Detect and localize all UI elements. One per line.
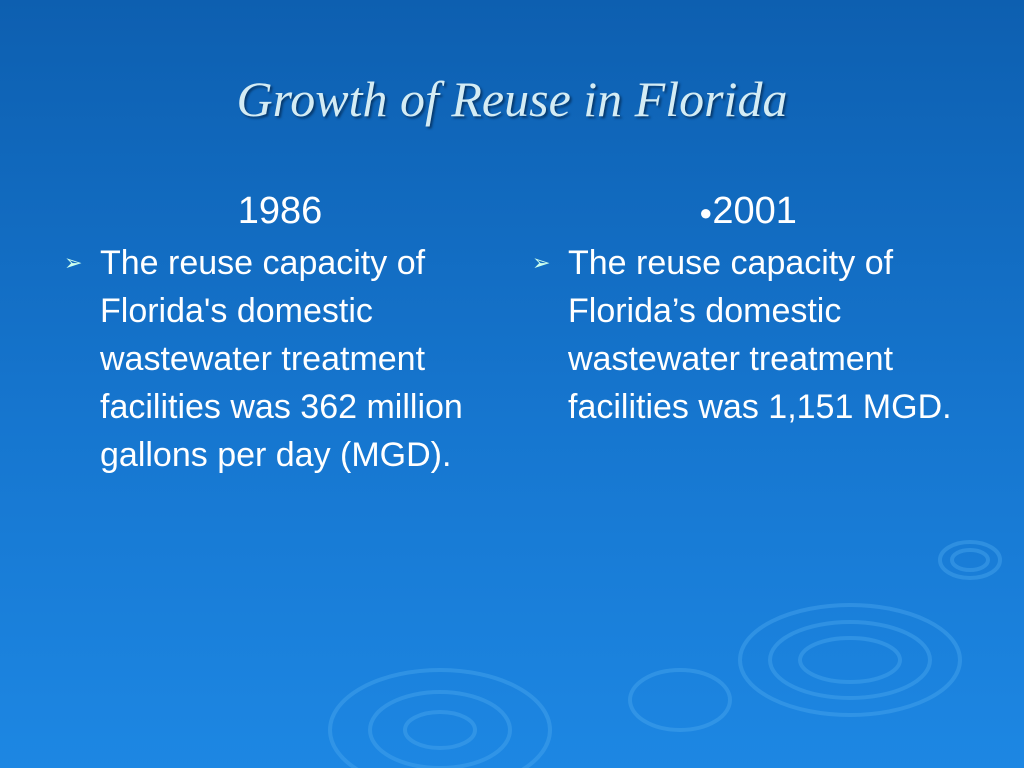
bullet: ➢ The reuse capacity of Florida’s domesti… [528,239,968,431]
bullet: ➢ The reuse capacity of Florida's domesti… [60,239,500,479]
column-heading-text: 2001 [712,190,797,232]
column-heading: ●2001 [528,190,968,233]
bullet-arrow: ➢ [64,250,83,275]
column: ●2001 ➢ The reuse capacity of Florida’s d… [528,190,968,431]
column-heading: 1986 [237,190,323,232]
bullet-text: The reuse capacity of Florida's domestic… [100,244,463,474]
column: 1986 ➢ The reuse capacity of Florida's do… [60,190,500,479]
title: Growth of Reuse in Florida [236,71,788,127]
bullet-arrow: ➢ [532,250,551,275]
heading-dot: ● [699,199,713,225]
bullet-text: The reuse capacity of Florida’s domestic… [568,244,952,426]
